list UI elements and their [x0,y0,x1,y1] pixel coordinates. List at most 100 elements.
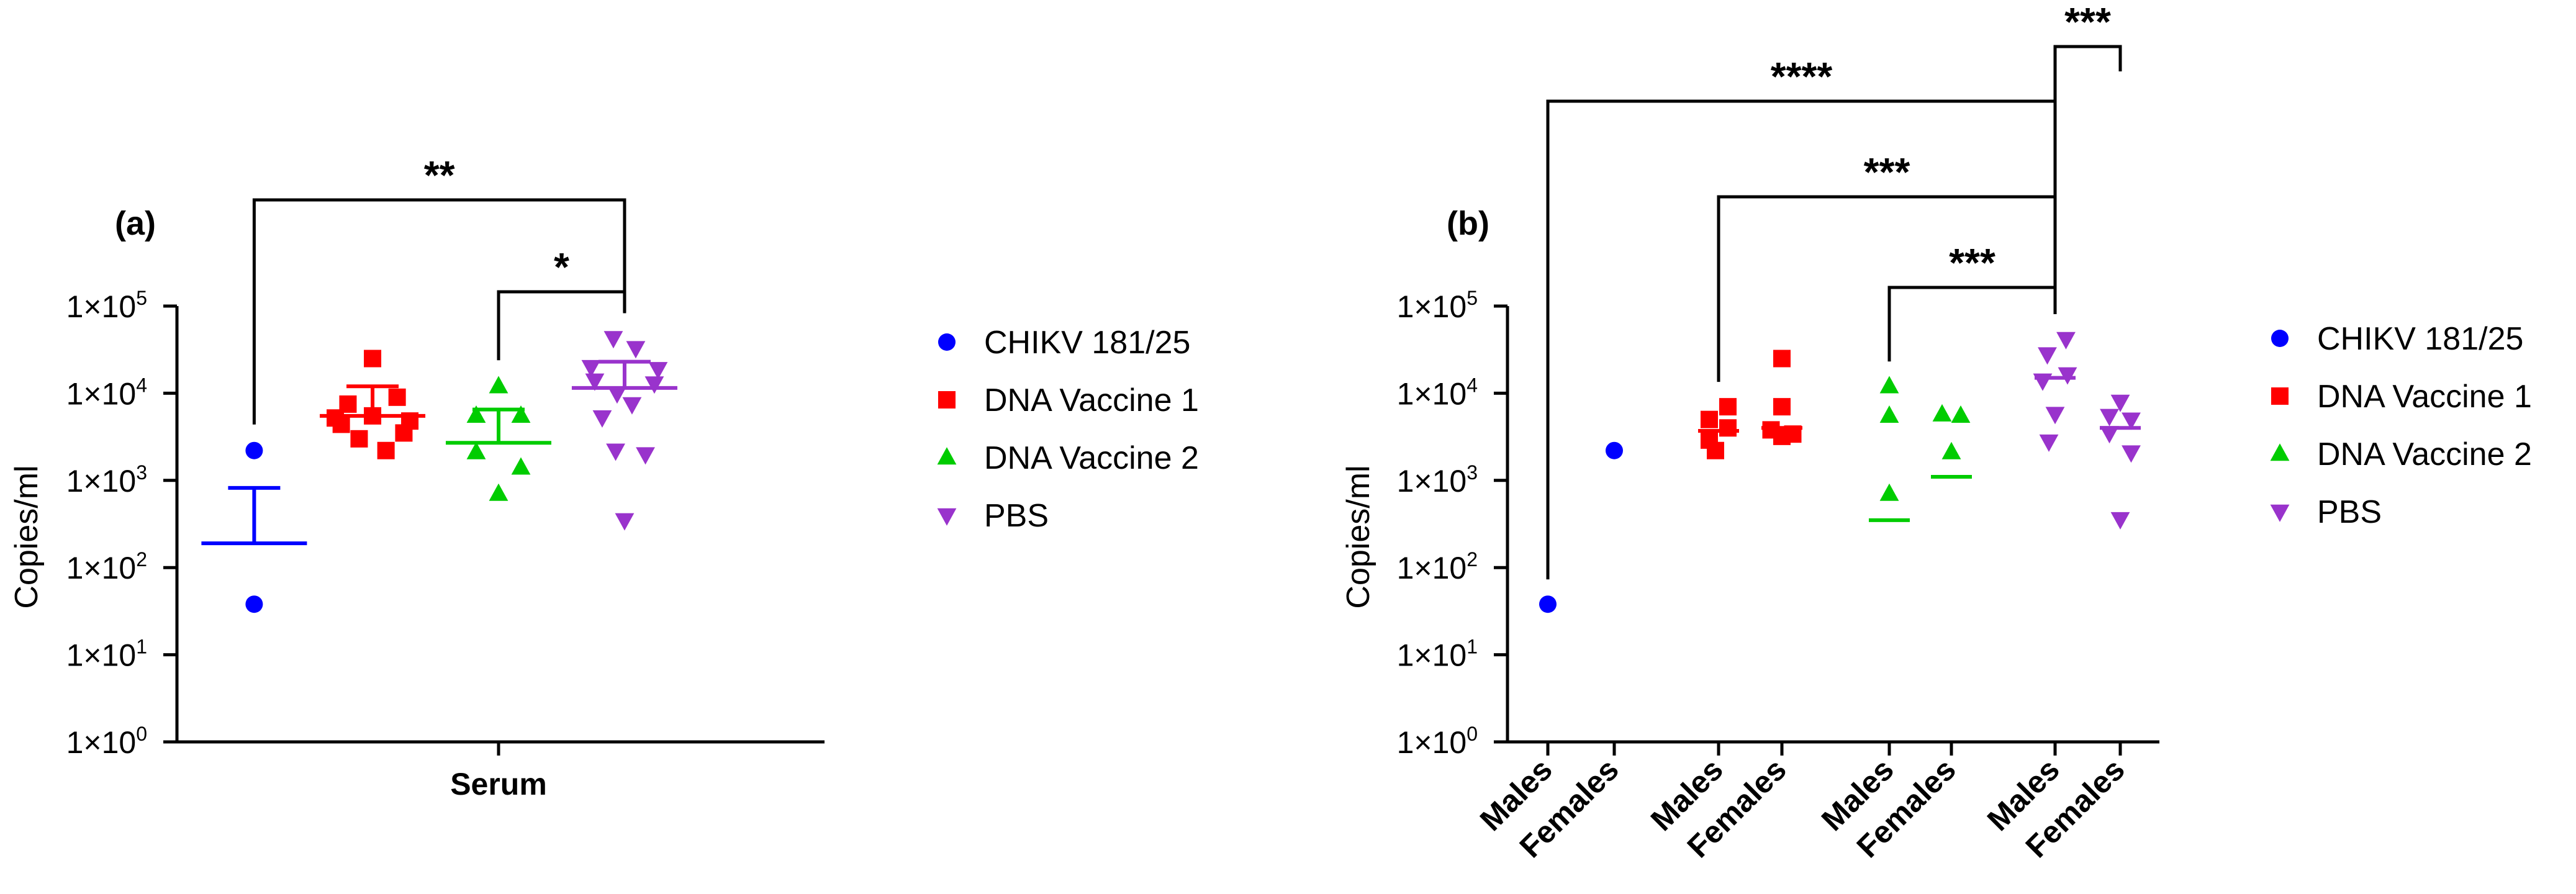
panel-a-marks [201,331,677,613]
panel-a-y-tick-label-1: 1×101 [66,636,147,673]
panel-b-point-6-2 [2058,367,2077,385]
panel-a-point-3-4 [585,373,605,391]
panel-b-point-2-2 [1719,419,1737,437]
panel-a-point-3-11 [615,513,635,531]
panel-b-axes [1506,306,2159,744]
panel-b-y-tick-label-1: 1×101 [1397,636,1478,673]
legend-b-label-0: CHIKV 181/25 [2317,321,2523,357]
panel-b-point-4-1 [1879,405,1899,423]
panel-b-point-1-0 [1606,441,1623,459]
panel-b-sig-2-bracket [1887,286,2057,362]
panel-a-series-3 [571,331,677,531]
panel-a-x-category: Serum [450,767,547,801]
panel-a-point-2-3 [466,441,486,459]
panel-a-point-3-5 [644,376,664,394]
panel-a-point-1-8 [350,430,368,448]
panel-b-point-3-1 [1773,398,1791,416]
panel-a-point-3-8 [592,410,612,428]
panel-b-sig-1-label: *** [1864,150,1910,194]
panel-b-point-7-3 [2100,426,2119,444]
panel-b-point-7-1 [2100,409,2119,427]
panel-b-y-ticks: 1×100 1×101 1×102 1×103 1×104 1×105 [1397,287,1507,760]
legend-panel-b: CHIKV 181/25 DNA Vaccine 1 DNA Vaccine 2 PB… [2270,321,2532,530]
panel-b-point-6-4 [2045,407,2065,425]
legend-a-label-1: DNA Vaccine 1 [984,382,1199,418]
panel-a-series-1 [320,350,426,459]
panel-b-group-7 [2100,394,2141,530]
panel-a-point-2-4 [511,457,531,475]
panel-a-point-1-6 [332,415,350,433]
panel-a: (a) Copies/ml 1×1001×1011×1021×1031×1041… [9,153,825,801]
panel-b-group-3 [1761,350,1802,445]
panel-b-point-6-1 [2038,347,2057,365]
panel-a-point-3-7 [622,397,642,415]
panel-b-group-0 [1539,595,1557,613]
panel-b-point-7-4 [2122,445,2141,463]
panel-a-y-tick-label-3: 1×103 [66,461,147,499]
panel-b-sig-0-label: **** [1771,54,1833,99]
panel-b-point-4-2 [1879,483,1899,501]
panel-a-point-3-3 [648,362,668,380]
legend-b-marker-2 [2270,443,2290,461]
panel-a-point-3-9 [606,443,625,461]
legend-b-marker-1 [2271,387,2289,405]
legend-b-label-3: PBS [2317,494,2382,530]
panel-b-group-1 [1606,441,1623,459]
panel-b-group-5 [1931,404,1972,479]
panel-b-y-tick-label-2: 1×102 [1397,548,1478,585]
panel-b-label: (b) [1447,205,1489,242]
panel-b-point-5-2 [1941,441,1961,459]
panel-b-point-5-1 [1951,405,1971,423]
panel-b-y-tick-label-5: 1×105 [1397,287,1478,324]
panel-a-point-1-9 [377,441,395,459]
panel-b-point-5-0 [1932,404,1952,422]
panel-a-point-2-1 [466,405,486,423]
panel-b-point-0-0 [1539,595,1557,613]
panel-a-point-2-5 [489,483,508,501]
panel-a-label: (a) [115,205,156,242]
legend-a-label-0: CHIKV 181/25 [984,325,1190,361]
panel-a-point-1-0 [364,350,382,368]
panel-a-point-3-0 [603,331,623,349]
panel-b-point-7-5 [2110,512,2130,530]
panel-b-point-2-4 [1707,441,1724,459]
panel-a-point-0-1 [245,595,263,613]
legend-a-marker-0 [938,333,956,351]
panel-b-point-6-0 [2056,332,2076,350]
panel-b-point-7-2 [2122,412,2141,430]
panel-a-y-axis-title: Copies/ml [9,465,45,608]
panel-b-point-6-5 [2039,434,2059,452]
legend-b-label-2: DNA Vaccine 2 [2317,436,2532,472]
panel-b-sig-3-bracket [2053,45,2122,120]
panel-b-point-3-0 [1773,350,1791,368]
panel-b-sig-3-label: *** [2064,0,2111,44]
panel-b: (b) Copies/ml 1×1001×1011×1021×1031×1041… [1340,0,2159,864]
panel-b-point-3-4 [1773,427,1791,445]
panel-a-point-3-10 [636,447,655,465]
panel-b-y-axis-title: Copies/ml [1340,465,1376,608]
panel-a-series-0 [201,441,307,613]
legend-b-marker-3 [2270,504,2290,522]
panel-b-point-4-0 [1879,376,1899,394]
panel-a-point-3-6 [607,386,627,404]
panel-a-sig-0-label: ** [424,153,455,197]
legend-b-marker-0 [2271,330,2289,347]
panel-b-group-4 [1869,376,1910,522]
panel-a-point-2-2 [511,405,531,423]
panel-a-point-2-0 [489,376,508,394]
panel-b-y-tick-label-0: 1×100 [1397,723,1478,760]
legend-a-label-3: PBS [984,498,1049,534]
panel-b-sig-2-label: *** [1949,240,1995,285]
panel-b-significance: ************* [1546,0,2122,580]
panel-a-significance: *** [252,153,626,425]
panel-a-point-1-2 [388,388,406,406]
legend-a-marker-2 [937,447,957,465]
legend-a-marker-3 [937,508,957,526]
panel-a-point-3-1 [626,341,646,359]
panel-a-y-tick-label-2: 1×102 [66,548,147,585]
panel-a-axes [175,306,825,756]
panel-a-y-tick-label-4: 1×104 [66,374,147,411]
panel-b-point-7-0 [2110,394,2130,412]
